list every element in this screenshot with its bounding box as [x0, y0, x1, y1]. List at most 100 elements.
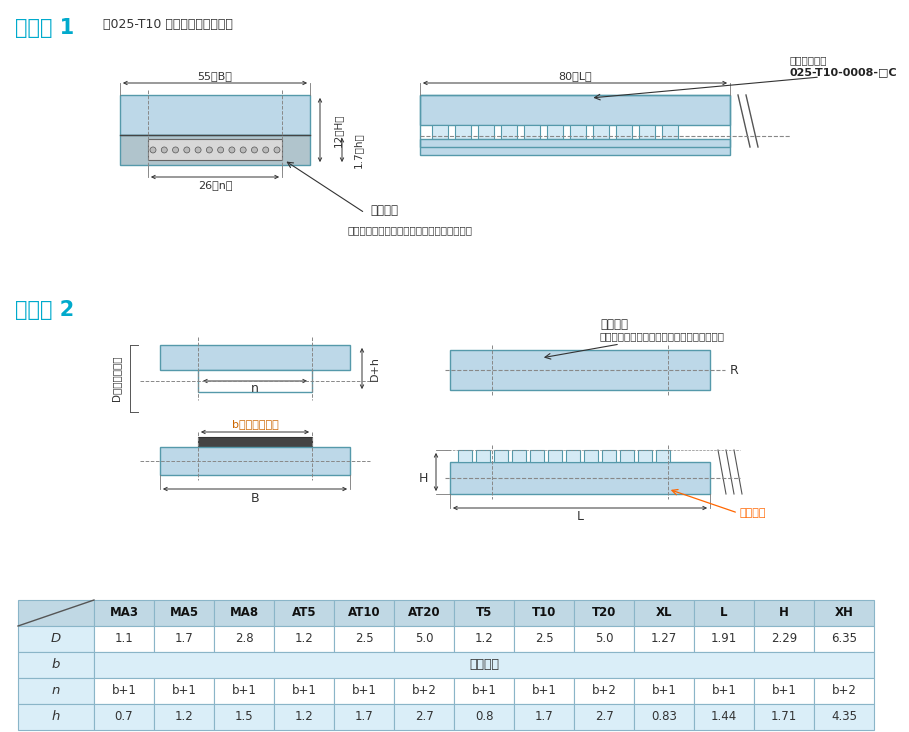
Text: 1.44: 1.44 — [711, 711, 737, 723]
Text: b+1: b+1 — [172, 684, 196, 698]
Text: B: B — [251, 491, 259, 504]
Circle shape — [150, 147, 156, 153]
Bar — [214, 626, 274, 652]
Text: 025-T10-0008-□C: 025-T10-0008-□C — [790, 67, 897, 77]
Bar — [432, 125, 448, 139]
Text: R: R — [730, 364, 739, 376]
Text: 2.5: 2.5 — [534, 632, 554, 646]
Bar — [574, 704, 634, 730]
Bar — [694, 600, 754, 626]
Text: b+1: b+1 — [772, 684, 796, 698]
Bar — [814, 600, 874, 626]
Text: XH: XH — [834, 607, 854, 619]
Bar — [494, 450, 508, 462]
Text: 0.8: 0.8 — [474, 711, 494, 723]
Bar — [154, 626, 214, 652]
Bar — [814, 704, 874, 730]
Bar — [574, 626, 634, 652]
Bar — [420, 95, 730, 125]
Bar — [450, 350, 710, 390]
Text: 1.7（h）: 1.7（h） — [353, 132, 363, 168]
Text: h: h — [52, 711, 60, 723]
Text: クランプ型式: クランプ型式 — [790, 55, 827, 65]
Bar — [814, 678, 874, 704]
Bar — [454, 626, 514, 652]
Text: D（歯の高さ）: D（歯の高さ） — [111, 356, 121, 401]
Text: T5: T5 — [475, 607, 492, 619]
Bar — [120, 135, 310, 165]
Bar — [662, 125, 678, 139]
Bar — [394, 704, 454, 730]
Bar — [334, 704, 394, 730]
Bar — [501, 125, 517, 139]
Bar — [656, 450, 670, 462]
Bar — [154, 600, 214, 626]
Bar — [694, 626, 754, 652]
Bar — [198, 370, 312, 392]
Circle shape — [173, 147, 178, 153]
Text: 1.71: 1.71 — [771, 711, 797, 723]
Text: L: L — [720, 607, 728, 619]
Text: ベルト幅: ベルト幅 — [469, 659, 499, 671]
Text: b+1: b+1 — [232, 684, 256, 698]
Bar — [547, 125, 563, 139]
Bar — [18, 652, 94, 678]
Text: 1.2: 1.2 — [175, 711, 194, 723]
Bar — [454, 600, 514, 626]
Circle shape — [217, 147, 224, 153]
Bar — [602, 450, 616, 462]
Bar — [94, 652, 874, 678]
Text: D: D — [51, 632, 61, 646]
Bar — [620, 450, 634, 462]
Bar — [18, 704, 94, 730]
Bar — [334, 678, 394, 704]
Text: 0.7: 0.7 — [115, 711, 134, 723]
Text: 1.2: 1.2 — [474, 632, 494, 646]
Bar — [514, 626, 574, 652]
Bar — [478, 125, 494, 139]
Text: AT10: AT10 — [347, 607, 380, 619]
Bar — [548, 450, 562, 462]
Circle shape — [240, 147, 246, 153]
Text: AT5: AT5 — [292, 607, 316, 619]
Bar — [154, 678, 214, 704]
Text: 1.27: 1.27 — [651, 632, 677, 646]
Bar — [574, 678, 634, 704]
Bar — [18, 600, 94, 626]
Bar — [94, 626, 154, 652]
Circle shape — [229, 147, 235, 153]
Bar — [274, 600, 334, 626]
Text: 相手部品: 相手部品 — [600, 318, 628, 331]
Text: L: L — [576, 510, 584, 523]
Bar — [94, 678, 154, 704]
Bar — [420, 95, 730, 147]
Text: XL: XL — [655, 607, 673, 619]
Text: T20: T20 — [592, 607, 616, 619]
Text: n: n — [52, 684, 60, 698]
Text: MA8: MA8 — [229, 607, 258, 619]
Bar — [214, 704, 274, 730]
Bar — [634, 626, 694, 652]
Bar — [274, 626, 334, 652]
Bar — [566, 450, 580, 462]
Text: b+2: b+2 — [592, 684, 616, 698]
Bar — [458, 450, 472, 462]
Text: クランプ: クランプ — [740, 508, 766, 518]
Bar — [120, 95, 310, 135]
Text: H: H — [779, 607, 789, 619]
Text: 2.29: 2.29 — [771, 632, 797, 646]
Text: b+1: b+1 — [292, 684, 316, 698]
Text: 55（B）: 55（B） — [197, 71, 233, 81]
Bar — [593, 125, 609, 139]
Bar — [584, 450, 598, 462]
Text: 80（L）: 80（L） — [558, 71, 592, 81]
Bar — [454, 678, 514, 704]
Text: 5.0: 5.0 — [415, 632, 434, 646]
Text: 2.7: 2.7 — [594, 711, 614, 723]
Text: 1.2: 1.2 — [295, 711, 314, 723]
Bar — [524, 125, 540, 139]
Bar — [198, 437, 312, 447]
Bar — [334, 600, 394, 626]
Bar — [514, 704, 574, 730]
Bar — [754, 600, 814, 626]
